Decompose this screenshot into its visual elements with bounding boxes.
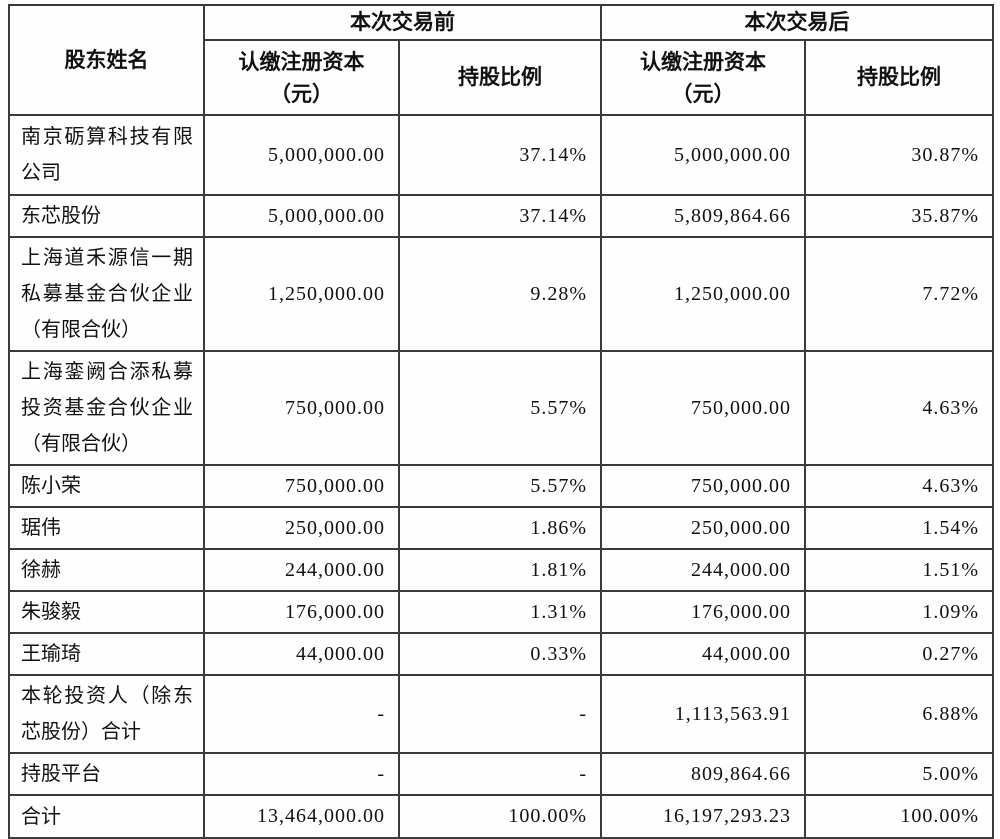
col-header-shareholder-name: 股东姓名 [8, 4, 205, 116]
shareholder-name-cell: 持股平台 [8, 752, 205, 796]
shareholder-name-cell: 徐赫 [8, 548, 205, 592]
header-group-row: 股东姓名 本次交易前 本次交易后 [8, 4, 994, 116]
before-capital-cell: - [203, 752, 400, 796]
before-ratio-cell: 1.81% [398, 548, 602, 592]
table-row: 王瑜琦 44,000.00 0.33% 44,000.00 0.27% [8, 632, 994, 676]
after-capital-cell: 16,197,293.23 [600, 794, 806, 839]
after-ratio-cell: 35.87% [804, 194, 994, 238]
table-row: 南京砺算科技有限公司 5,000,000.00 37.14% 5,000,000.00… [8, 114, 994, 196]
table-row: 上海道禾源信一期私募基金合伙企业（有限合伙） 1,250,000.00 9.28% 1… [8, 236, 994, 352]
col-header-after-capital: 认缴注册资本 （元） [600, 39, 806, 116]
table-row: 上海銮阙合添私募投资基金合伙企业（有限合伙） 750,000.00 5.57% 750… [8, 350, 994, 466]
capital-label: 认缴注册资本 [640, 49, 766, 74]
col-group-before-transaction: 本次交易前 [203, 4, 602, 41]
after-capital-cell: 44,000.00 [600, 632, 806, 676]
header-columns-row: 认缴注册资本 （元） 持股比例 认缴注册资本 （元） 持股比例 [9, 39, 994, 116]
after-capital-cell: 250,000.00 [600, 506, 806, 550]
before-capital-cell: 5,000,000.00 [203, 194, 400, 238]
after-ratio-cell: 6.88% [804, 674, 994, 754]
before-ratio-cell: 100.00% [398, 794, 602, 839]
after-capital-cell: 750,000.00 [600, 350, 806, 466]
before-capital-cell: 44,000.00 [203, 632, 400, 676]
after-ratio-cell: 30.87% [804, 114, 994, 196]
shareholder-name-cell: 合计 [8, 794, 205, 839]
after-ratio-cell: 1.09% [804, 590, 994, 634]
before-ratio-cell: 0.33% [398, 632, 602, 676]
table-row: 徐赫 244,000.00 1.81% 244,000.00 1.51% [8, 548, 994, 592]
after-ratio-cell: 1.54% [804, 506, 994, 550]
after-ratio-cell: 4.63% [804, 350, 994, 466]
before-capital-cell: 244,000.00 [203, 548, 400, 592]
before-ratio-cell: - [398, 674, 602, 754]
table-row: 朱骏毅 176,000.00 1.31% 176,000.00 1.09% [8, 590, 994, 634]
before-capital-cell: 250,000.00 [203, 506, 400, 550]
capital-unit: （元） [671, 81, 735, 106]
col-header-after-ratio: 持股比例 [804, 39, 994, 116]
before-ratio-cell: 5.57% [398, 464, 602, 508]
shareholder-name-cell: 上海道禾源信一期私募基金合伙企业（有限合伙） [8, 236, 205, 352]
before-capital-cell: 5,000,000.00 [203, 114, 400, 196]
shareholding-table: 股东姓名 本次交易前 本次交易后 认缴注册资本 （元） 持股比例 认缴注册资本 … [8, 4, 994, 839]
after-ratio-cell: 5.00% [804, 752, 994, 796]
after-capital-cell: 244,000.00 [600, 548, 806, 592]
after-capital-cell: 1,250,000.00 [600, 236, 806, 352]
after-capital-cell: 176,000.00 [600, 590, 806, 634]
table-body: 南京砺算科技有限公司 5,000,000.00 37.14% 5,000,000.00… [8, 114, 994, 839]
before-ratio-cell: - [398, 752, 602, 796]
before-ratio-cell: 1.86% [398, 506, 602, 550]
table-row: 本轮投资人（除东芯股份）合计 - -1,113,563.91 6.88% [8, 674, 994, 754]
before-capital-cell: 1,250,000.00 [203, 236, 400, 352]
after-capital-cell: 809,864.66 [600, 752, 806, 796]
before-ratio-cell: 9.28% [398, 236, 602, 352]
after-capital-cell: 5,809,864.66 [600, 194, 806, 238]
capital-label: 认缴注册资本 [238, 49, 365, 74]
shareholder-name-cell: 王瑜琦 [8, 632, 205, 676]
shareholder-name-cell: 东芯股份 [8, 194, 205, 238]
before-ratio-cell: 1.31% [398, 590, 602, 634]
after-ratio-cell: 4.63% [804, 464, 994, 508]
table-row: 琚伟 250,000.00 1.86% 250,000.00 1.54% [8, 506, 994, 550]
before-capital-cell: 750,000.00 [203, 464, 400, 508]
after-ratio-cell: 7.72% [804, 236, 994, 352]
after-ratio-cell: 1.51% [804, 548, 994, 592]
table-row: 陈小荣 750,000.00 5.57% 750,000.00 4.63% [8, 464, 994, 508]
col-group-after-transaction: 本次交易后 [600, 4, 994, 41]
shareholder-name-cell: 朱骏毅 [8, 590, 205, 634]
shareholder-name-cell: 南京砺算科技有限公司 [8, 114, 205, 196]
shareholder-name-cell: 陈小荣 [8, 464, 205, 508]
table-row: 合计 13,464,000.00 100.00% 16,197,293.23 100.0… [8, 794, 994, 839]
table-row: 持股平台 - -809,864.66 5.00% [8, 752, 994, 796]
shareholder-name-cell: 上海銮阙合添私募投资基金合伙企业（有限合伙） [8, 350, 205, 466]
table-row: 东芯股份 5,000,000.00 37.14% 5,809,864.66 35.87% [8, 194, 994, 238]
shareholder-name-cell: 本轮投资人（除东芯股份）合计 [8, 674, 205, 754]
table-header: 股东姓名 本次交易前 本次交易后 认缴注册资本 （元） 持股比例 认缴注册资本 … [8, 4, 994, 116]
before-ratio-cell: 37.14% [398, 114, 602, 196]
before-capital-cell: 13,464,000.00 [203, 794, 400, 839]
before-capital-cell: - [203, 674, 400, 754]
before-capital-cell: 176,000.00 [203, 590, 400, 634]
shareholder-name-cell: 琚伟 [8, 506, 205, 550]
after-ratio-cell: 0.27% [804, 632, 994, 676]
before-capital-cell: 750,000.00 [203, 350, 400, 466]
col-header-before-capital: 认缴注册资本 （元） [203, 39, 400, 116]
after-capital-cell: 5,000,000.00 [600, 114, 806, 196]
after-ratio-cell: 100.00% [804, 794, 994, 839]
after-capital-cell: 1,113,563.91 [600, 674, 806, 754]
col-header-before-ratio: 持股比例 [398, 39, 602, 116]
before-ratio-cell: 37.14% [398, 194, 602, 238]
before-ratio-cell: 5.57% [398, 350, 602, 466]
capital-unit: （元） [270, 81, 333, 106]
after-capital-cell: 750,000.00 [600, 464, 806, 508]
